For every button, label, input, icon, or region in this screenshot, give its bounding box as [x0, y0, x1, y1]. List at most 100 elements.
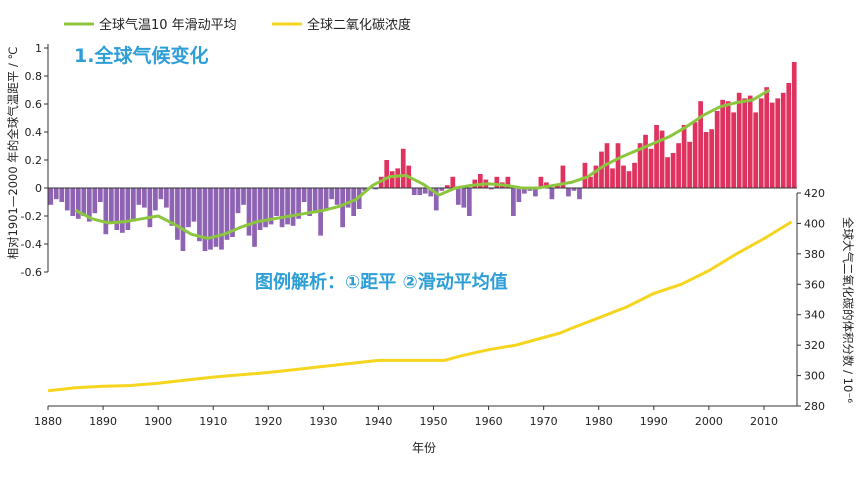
anomaly-bar	[681, 125, 687, 188]
anomaly-bar	[709, 129, 714, 188]
anomaly-bar	[345, 188, 351, 208]
anomaly-bar	[577, 188, 582, 200]
left-axis-tick-label: -0.2	[21, 210, 42, 223]
anomaly-bar	[731, 112, 737, 188]
right-axis-tick-label: 420	[804, 187, 825, 200]
anomaly-bar	[64, 188, 70, 211]
anomaly-bar	[637, 143, 643, 188]
anomaly-bar	[334, 188, 340, 205]
anomaly-bar	[433, 188, 439, 211]
anomaly-bar	[279, 188, 285, 228]
x-axis-tick-label: 2010	[750, 415, 778, 428]
anomaly-bar	[389, 171, 395, 188]
x-axis-tick-label: 1940	[364, 415, 392, 428]
anomaly-bar	[428, 188, 434, 197]
anomaly-bar	[59, 188, 65, 202]
anomaly-bar	[753, 112, 759, 188]
x-axis-tick-label: 1970	[530, 415, 558, 428]
x-axis-tick-label: 1880	[34, 415, 62, 428]
y-axis-label-right: 全球大气二氧化碳的体积分数 / 10⁻⁶	[841, 217, 855, 403]
anomaly-bar	[312, 188, 318, 214]
anomaly-bar	[555, 185, 560, 188]
anomaly-bar	[533, 188, 538, 197]
anomaly-bar	[692, 122, 698, 188]
anomaly-bar	[296, 188, 301, 219]
x-axis-tick-label: 1900	[144, 415, 172, 428]
anomaly-bar	[560, 165, 566, 188]
panel-title: 1.全球气候变化	[74, 44, 208, 67]
anomaly-bar	[142, 188, 147, 208]
anomaly-bar	[698, 101, 703, 188]
anomaly-bar	[742, 98, 748, 188]
x-axis-tick-label: 1980	[585, 415, 613, 428]
anomaly-bar	[758, 98, 764, 188]
anomaly-bar	[786, 83, 792, 188]
anomaly-bar	[136, 188, 142, 205]
anomaly-bar	[511, 188, 516, 216]
annotation-text: 图例解析：①距平 ②滑动平均值	[255, 271, 508, 293]
x-axis-tick-label: 1960	[475, 415, 503, 428]
anomaly-bar	[626, 171, 632, 188]
right-axis-tick-label: 400	[804, 217, 825, 230]
x-axis-tick-label: 1920	[254, 415, 282, 428]
anomaly-bar	[230, 188, 235, 237]
anomaly-bar	[400, 148, 406, 188]
x-axis-label: 年份	[412, 441, 436, 455]
x-axis-tick-label: 2000	[695, 415, 723, 428]
anomaly-bar	[417, 188, 423, 195]
anomaly-bar	[290, 188, 296, 226]
left-axis-tick-label: -0.4	[21, 238, 42, 251]
anomaly-bar	[351, 188, 357, 216]
anomaly-bar	[621, 165, 626, 188]
legend-label-temp-smooth: 全球气温10 年滑动平均	[99, 17, 237, 33]
anomaly-bar	[791, 62, 797, 188]
anomaly-bar	[494, 176, 500, 188]
anomaly-bar	[466, 188, 472, 216]
co2-line	[47, 220, 793, 393]
x-axis-tick-label: 1890	[89, 415, 117, 428]
anomaly-bar	[736, 92, 742, 188]
right-axis-tick-label: 340	[804, 309, 825, 322]
anomaly-bar	[81, 188, 87, 216]
anomaly-bar	[676, 143, 681, 188]
anomaly-bar	[202, 188, 208, 251]
anomaly-bar	[775, 98, 781, 188]
anomaly-bar	[588, 176, 593, 188]
left-axis-tick-label: 0	[35, 182, 42, 195]
anomaly-bar	[488, 188, 494, 190]
anomaly-bar	[659, 130, 665, 188]
anomaly-bar	[164, 188, 169, 208]
anomaly-bar	[114, 188, 120, 230]
anomaly-bar	[92, 188, 98, 214]
anomaly-bar	[422, 188, 428, 194]
anomaly-bar	[285, 188, 290, 225]
anomaly-bar	[97, 188, 103, 202]
anomaly-bar	[670, 153, 676, 188]
anomaly-bar	[571, 188, 577, 191]
anomaly-bar	[687, 141, 692, 188]
anomaly-bar	[477, 174, 483, 188]
anomaly-bar	[180, 188, 186, 251]
anomaly-bar	[780, 92, 786, 188]
right-axis-tick-label: 280	[804, 400, 825, 413]
anomaly-bar	[411, 188, 417, 195]
anomaly-bar	[75, 188, 81, 219]
anomaly-bar	[395, 168, 401, 188]
anomaly-bar	[632, 162, 637, 188]
x-axis-tick-label: 1950	[420, 415, 448, 428]
anomaly-bar	[725, 101, 731, 188]
y-axis-label-left: 相对1901—2000 年的全球气温距平 / ℃	[6, 47, 20, 260]
anomaly-bar	[665, 157, 670, 188]
left-axis-tick-label: -0.6	[21, 266, 42, 279]
anomaly-bar	[103, 188, 109, 235]
left-axis-tick-label: 1	[35, 42, 42, 55]
anomaly-bar	[769, 102, 775, 188]
anomaly-bar	[307, 188, 312, 216]
anomaly-bar	[329, 188, 334, 200]
anomaly-bar	[615, 143, 621, 188]
anomaly-bar	[246, 188, 252, 236]
anomaly-bar	[439, 188, 445, 191]
anomaly-bar	[340, 188, 345, 228]
